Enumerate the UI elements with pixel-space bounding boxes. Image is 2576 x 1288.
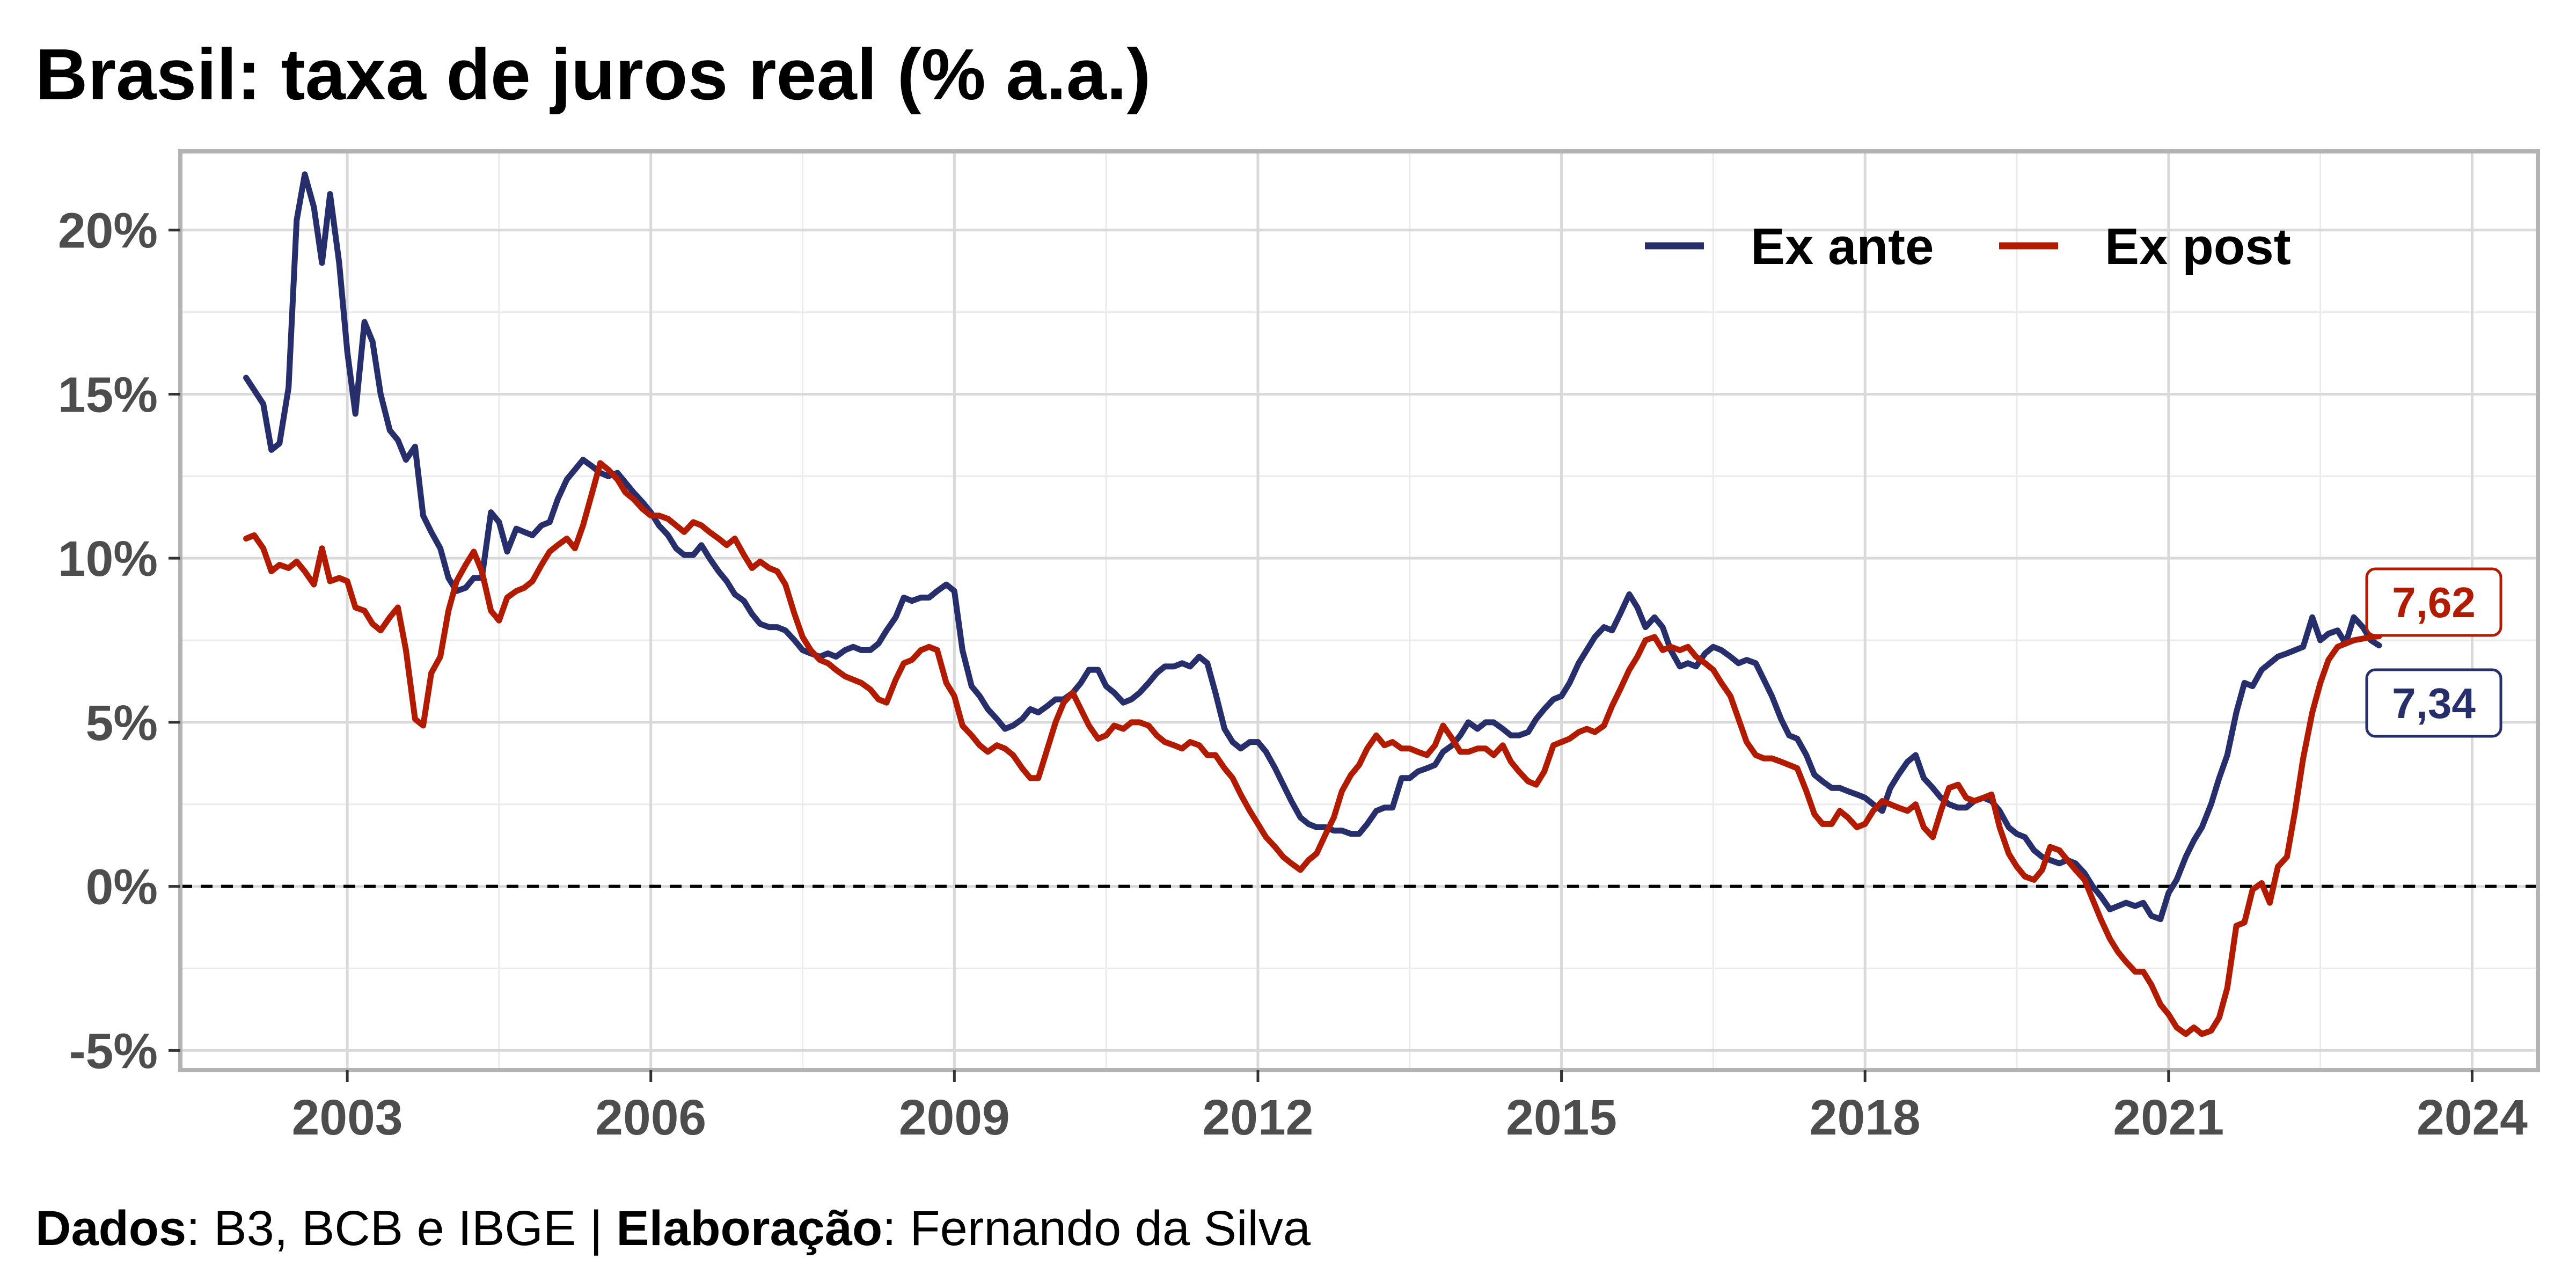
x-tick-label: 2003	[292, 1089, 403, 1145]
end-label-ex-post: 7,62	[2392, 579, 2476, 626]
caption-dados-label: Dados	[35, 1201, 186, 1256]
y-tick-label: 15%	[58, 367, 158, 422]
caption: Dados: B3, BCB e IBGE | Elaboração: Fern…	[35, 1201, 1311, 1256]
y-tick-label: 0%	[86, 859, 158, 915]
plot-border	[178, 149, 2540, 1072]
end-label-ex-ante: 7,34	[2392, 679, 2476, 727]
x-tick-label: 2024	[2417, 1089, 2528, 1145]
plot-area	[180, 151, 2538, 1070]
y-tick-label: 10%	[58, 531, 158, 587]
caption-dados-text: : B3, BCB e IBGE |	[186, 1201, 616, 1256]
chart-title: Brasil: taxa de juros real (% a.a.)	[35, 34, 1151, 115]
x-axis: 2003 2006 2009 2012 2015 2018 2021 2024	[292, 1070, 2528, 1145]
legend: Ex ante Ex post	[1645, 218, 2291, 275]
series-line-ex-ante	[243, 171, 2382, 923]
caption-elaboracao-label: Elaboração	[616, 1201, 882, 1256]
y-tick-label: -5%	[69, 1023, 158, 1079]
legend-label-ex-ante: Ex ante	[1751, 218, 1934, 275]
y-axis: -5% 0% 5% 10% 15% 20%	[58, 203, 180, 1079]
x-tick-label: 2021	[2113, 1089, 2224, 1145]
end-label-box-ex-post	[2365, 567, 2502, 637]
series-layer	[243, 171, 2382, 1037]
series-line-ex-post	[243, 460, 2382, 1037]
x-tick-label: 2009	[899, 1089, 1010, 1145]
y-tick-label: 5%	[86, 695, 158, 751]
x-tick-label: 2012	[1203, 1089, 1314, 1145]
end-labels: 7,62 7,34	[2365, 567, 2502, 738]
caption-elaboracao-text: : Fernando da Silva	[882, 1201, 1311, 1256]
x-tick-label: 2018	[1810, 1089, 1921, 1145]
y-tick-label: 20%	[58, 203, 158, 259]
x-tick-label: 2006	[595, 1089, 706, 1145]
x-tick-label: 2015	[1506, 1089, 1617, 1145]
end-label-box-ex-ante	[2365, 668, 2502, 738]
legend-label-ex-post: Ex post	[2105, 218, 2291, 275]
